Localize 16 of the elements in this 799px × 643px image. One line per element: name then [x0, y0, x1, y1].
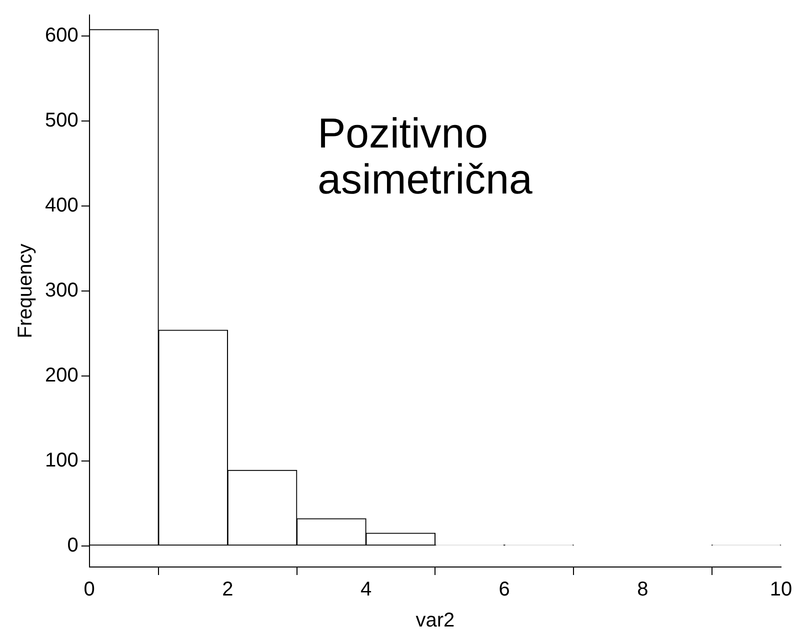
x-tick-label: 4	[360, 578, 372, 601]
y-tick-label: 300	[44, 280, 78, 302]
y-tick-label: 200	[44, 364, 78, 386]
x-tick-label: 10	[770, 578, 792, 601]
y-axis-title: Frequency	[14, 244, 37, 338]
x-axis-title: var2	[416, 610, 455, 632]
x-tick-label: 2	[222, 578, 234, 601]
y-tick-label: 500	[44, 110, 78, 132]
y-tick-label: 600	[44, 24, 78, 47]
x-tick-label: 0	[84, 578, 95, 601]
y-tick-label: 0	[67, 534, 78, 556]
x-tick-label: 8	[637, 578, 648, 601]
y-tick-label: 100	[44, 449, 78, 472]
x-tick-label: 6	[498, 578, 510, 601]
annotation: Pozitivno asimetrična	[318, 109, 533, 202]
y-tick-label: 400	[44, 194, 78, 217]
